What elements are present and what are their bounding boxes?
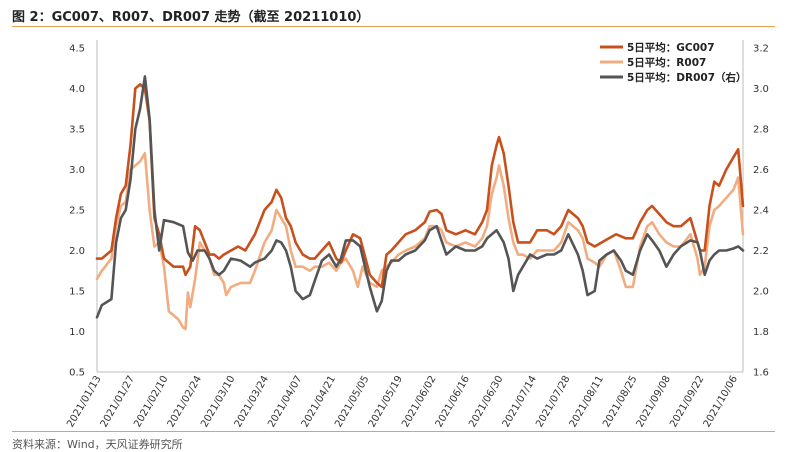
right-tick-label: 2.6 xyxy=(753,165,769,176)
source-note: 资料来源：Wind，天风证券研究所 xyxy=(12,438,183,451)
legend-label-gc007: 5日平均：GC007 xyxy=(627,41,715,54)
x-tick-label: 2021/01/27 xyxy=(99,374,137,429)
left-tick-label: 2.0 xyxy=(69,246,85,257)
x-tick-label: 2021/07/14 xyxy=(501,374,539,429)
title-rule xyxy=(12,26,775,27)
left-tick-label: 3.0 xyxy=(69,165,85,176)
left-y-axis: 0.5 1.0 1.5 2.0 2.5 3.0 3.5 4.0 4.5 xyxy=(69,44,85,379)
plot-area xyxy=(96,40,744,373)
left-tick-label: 2.5 xyxy=(69,206,85,217)
x-tick-label: 2021/05/05 xyxy=(333,374,371,429)
x-axis: 2021/01/132021/01/272021/02/102021/02/24… xyxy=(65,374,740,429)
x-tick-label: 2021/02/10 xyxy=(132,374,170,429)
x-tick-label: 2021/04/07 xyxy=(266,374,304,429)
legend-label-dr007: 5日平均：DR007（右） xyxy=(627,71,747,84)
x-tick-label: 2021/06/30 xyxy=(467,374,505,429)
left-tick-label: 3.5 xyxy=(69,125,85,136)
figure-title: 图 2：GC007、R007、DR007 走势（截至 20211010） xyxy=(12,10,370,25)
right-tick-label: 1.6 xyxy=(753,368,769,379)
left-tick-label: 1.0 xyxy=(69,327,85,338)
right-tick-label: 2.8 xyxy=(753,125,769,136)
legend-label-r007: 5日平均：R007 xyxy=(627,56,706,69)
x-tick-label: 2021/10/06 xyxy=(702,374,740,429)
left-tick-label: 1.5 xyxy=(69,287,85,298)
x-tick-label: 2021/08/11 xyxy=(568,374,606,429)
right-tick-label: 3.0 xyxy=(753,84,769,95)
x-tick-label: 2021/03/24 xyxy=(233,374,271,429)
x-tick-label: 2021/07/28 xyxy=(534,374,572,429)
right-tick-label: 2.0 xyxy=(753,287,769,298)
series-layer xyxy=(95,75,745,331)
series-line-dr007 xyxy=(95,75,745,319)
right-tick-label: 2.2 xyxy=(753,246,769,257)
left-tick-label: 4.5 xyxy=(69,44,85,55)
x-tick-label: 2021/08/25 xyxy=(601,374,639,429)
right-y-axis: 1.6 1.8 2.0 2.2 2.4 2.6 2.8 3.0 3.2 xyxy=(753,44,769,379)
right-tick-label: 1.8 xyxy=(753,327,769,338)
x-tick-label: 2021/01/13 xyxy=(65,374,103,429)
x-tick-label: 2021/06/02 xyxy=(400,374,438,429)
footer-rule xyxy=(12,431,775,432)
left-tick-label: 4.0 xyxy=(69,84,85,95)
x-tick-label: 2021/05/19 xyxy=(367,374,405,429)
x-tick-label: 2021/09/22 xyxy=(668,374,706,429)
x-tick-label: 2021/06/16 xyxy=(434,374,472,429)
x-tick-label: 2021/09/08 xyxy=(635,374,673,429)
series-line-r007 xyxy=(95,152,745,331)
series-line-gc007 xyxy=(95,83,745,289)
legend: 5日平均：GC007 5日平均：R007 5日平均：DR007（右） xyxy=(600,41,747,84)
x-tick-label: 2021/02/24 xyxy=(166,374,204,429)
right-tick-label: 2.4 xyxy=(753,206,769,217)
left-tick-label: 0.5 xyxy=(69,368,85,379)
x-tick-label: 2021/03/10 xyxy=(199,374,237,429)
x-tick-label: 2021/04/21 xyxy=(300,374,338,429)
right-tick-label: 3.2 xyxy=(753,44,769,55)
